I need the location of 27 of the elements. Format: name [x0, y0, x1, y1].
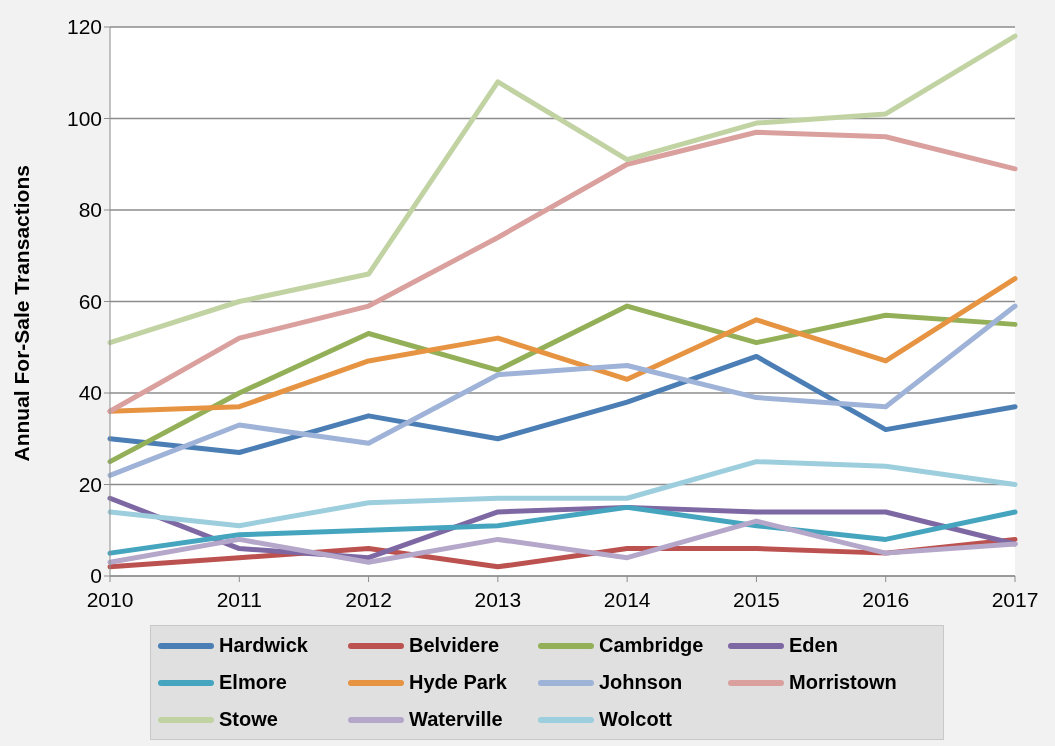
y-tick-label: 120: [66, 15, 102, 39]
legend-label: Stowe: [219, 708, 278, 731]
legend-label: Cambridge: [599, 634, 704, 657]
legend-label: Johnson: [599, 671, 683, 694]
legend-label: Morristown: [789, 671, 897, 694]
legend-label: Belvidere: [409, 634, 500, 657]
x-tick-label: 2016: [862, 587, 910, 611]
x-tick-label: 2013: [474, 587, 522, 611]
x-tick-label: 2015: [733, 587, 780, 611]
y-tick-label: 60: [78, 289, 102, 313]
y-axis-title: Annual For-Sale Transactions: [10, 165, 34, 462]
x-tick-label: 2010: [86, 587, 134, 611]
legend-label: Elmore: [219, 671, 287, 694]
y-tick-label: 40: [78, 381, 102, 405]
x-tick-label: 2012: [345, 587, 392, 611]
y-tick-label: 0: [90, 564, 102, 588]
legend-label: Waterville: [409, 708, 503, 731]
x-tick-label: 2011: [216, 587, 262, 611]
legend-label: Eden: [789, 634, 838, 657]
legend-label: Wolcott: [599, 708, 672, 731]
x-tick-label: 2017: [991, 587, 1039, 611]
y-tick-label: 100: [66, 106, 102, 130]
y-tick-label: 80: [78, 198, 102, 222]
legend-label: Hardwick: [219, 634, 308, 657]
legend-label: Hyde Park: [409, 671, 507, 694]
y-tick-label: 20: [78, 472, 102, 496]
x-tick-label: 2014: [603, 587, 651, 611]
